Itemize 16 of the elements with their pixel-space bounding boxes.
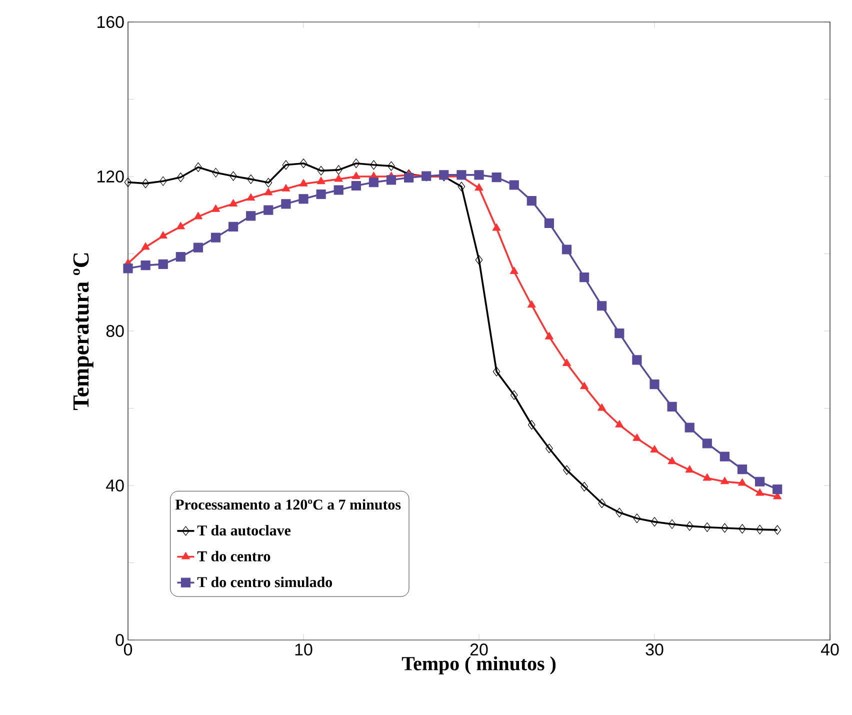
y-tick-label: 120 (98, 170, 124, 182)
x-tick-label: 40 (820, 644, 839, 656)
x-tick-label: 10 (295, 644, 312, 656)
y-tick-label: 40 (106, 480, 124, 492)
y-tick-label: 0 (116, 634, 124, 646)
x-tick-label: 20 (470, 644, 488, 656)
legend-label: T do centro (197, 550, 270, 562)
y-tick-label: 160 (98, 16, 124, 28)
x-tick-label: 30 (646, 644, 664, 656)
y-tick-label: 80 (106, 324, 124, 337)
y-axis-title: Temperatura ºC (73, 253, 94, 410)
legend-title: Processamento a 120ºC a 7 minutos (175, 499, 401, 510)
x-axis-title: Tempo ( minutos ) (402, 656, 556, 674)
x-tick-label: 0 (124, 644, 132, 656)
legend-label: T da autoclave (197, 524, 291, 536)
legend-label: T do centro simulado (197, 576, 332, 588)
